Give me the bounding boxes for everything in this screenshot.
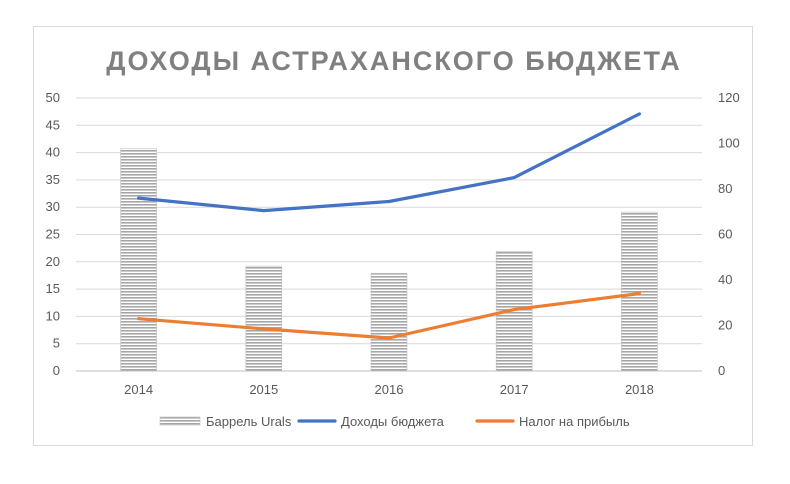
series-lines [136,112,642,340]
y-left-tick-label: 45 [46,117,60,132]
y-left-tick-label: 20 [46,254,60,269]
chart-title: ДОХОДЫ АСТРАХАНСКОГО БЮДЖЕТА [106,46,682,76]
y-right-tick-label: 100 [718,136,740,151]
y-right-tick-label: 40 [718,272,732,287]
x-tick-label: 2014 [124,382,153,397]
legend-label: Налог на прибыль [519,414,630,429]
chart-svg: ДОХОДЫ АСТРАХАНСКОГО БЮДЖЕТА 50454035302… [46,46,740,429]
y-left-tick-label: 40 [46,145,60,160]
y-left-tick-label: 10 [46,308,60,323]
legend: Баррель Urals Доходы бюджета Налог на приб… [159,414,630,429]
y-left-tick-label: 15 [46,281,60,296]
y-right-tick-label: 60 [718,227,732,242]
y-left-tick-label: 25 [46,227,60,242]
legend-label: Доходы бюджета [341,414,445,429]
y-right-tick-label: 0 [718,363,725,378]
y-right-tick-label: 80 [718,181,732,196]
y-left-tick-label: 30 [46,199,60,214]
y-right-tick-label: 20 [718,318,732,333]
x-tick-label: 2016 [375,382,404,397]
legend-label: Баррель Urals [206,414,292,429]
bar-barrel-urals [370,272,408,372]
y-left-tick-label: 35 [46,172,60,187]
y-left-tick-label: 50 [46,90,60,105]
y-right-tick-label: 120 [718,90,740,105]
chart-frame: ДОХОДЫ АСТРАХАНСКОГО БЮДЖЕТА 50 45 40 35 30 2… [33,26,753,446]
line-profit-tax [136,292,642,340]
bar-barrel-urals [621,211,658,372]
y-left-tick-label: 5 [53,336,60,351]
x-tick-label: 2017 [500,382,529,397]
bar-barrel-urals [120,148,157,372]
bar-barrel-urals [245,265,283,372]
line-budget-revenue [136,112,642,213]
y-left-tick-label: 0 [53,363,60,378]
x-tick-label: 2018 [625,382,654,397]
legend-swatch-barrel-urals [159,416,201,426]
x-tick-label: 2015 [249,382,278,397]
